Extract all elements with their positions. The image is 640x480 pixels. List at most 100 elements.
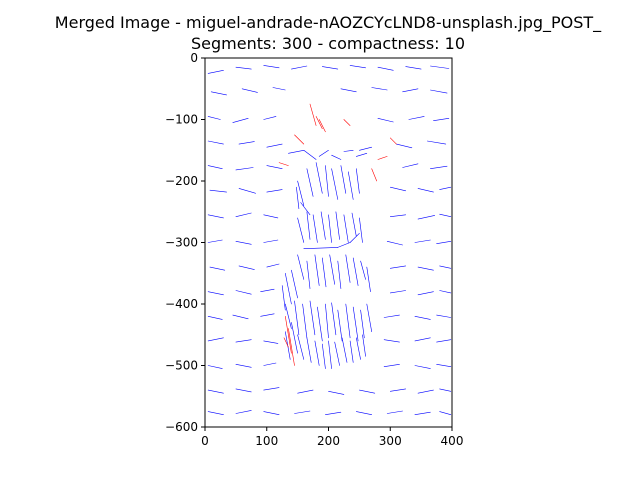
series-0-segment-62 (417, 291, 434, 296)
chart-title-line-2: Segments: 300 - compactness: 10 (191, 34, 465, 53)
series-0-segment-118 (320, 211, 326, 240)
series-0-segment-103 (343, 150, 354, 152)
series-0-segment-69 (436, 314, 452, 318)
series-0-segment-143 (309, 300, 316, 336)
series-0-segment-142 (302, 303, 308, 339)
y-axis: 0 −100 −200 −300 −400 −500 −600 (165, 51, 205, 434)
series-0-segment-48 (263, 239, 279, 243)
series-0-segment-121 (343, 214, 349, 243)
series-1-segment-11 (389, 137, 397, 145)
series-0-segment-32 (402, 163, 419, 168)
series-0-segment-1 (235, 66, 252, 70)
series-0-segment-136 (366, 266, 371, 293)
series-0-segment-39 (439, 186, 452, 190)
series-0-segment-27 (396, 143, 413, 149)
series-0-segment-41 (235, 212, 252, 217)
series-0-segment-146 (331, 302, 337, 336)
series-0-segment-9 (210, 91, 227, 96)
series-0-segment-133 (345, 254, 351, 283)
series-0-segment-109 (340, 165, 347, 194)
series-0-segment-3 (291, 65, 308, 70)
series-0-segment-47 (235, 241, 252, 245)
series-0-segment-31 (266, 165, 283, 169)
series-0-segment-35 (238, 188, 256, 194)
series-0-segment-51 (436, 241, 452, 244)
series-0-segment-18 (263, 116, 277, 120)
x-tick-label-1: 100 (255, 434, 278, 448)
series-0-segment-45 (439, 213, 452, 217)
series-1-segment-1 (315, 116, 323, 129)
series-0-segment-13 (371, 87, 388, 91)
series-0-segment-64 (207, 315, 223, 320)
series-0-segment-7 (405, 66, 422, 70)
x-tick-label-4: 400 (441, 434, 464, 448)
series-0-segment-5 (349, 65, 366, 69)
y-tick-label-6: −600 (165, 420, 198, 434)
series-0-segment-149 (352, 306, 359, 342)
series-0-segment-119 (328, 214, 332, 243)
series-0-segment-78 (263, 362, 277, 366)
series-0-segment-20 (408, 116, 425, 120)
series-0-segment-123 (359, 217, 363, 243)
series-0-segment-55 (389, 265, 407, 269)
series-0-segment-106 (315, 162, 323, 194)
series-0-segment-24 (266, 143, 283, 148)
series-0-segment-98 (414, 411, 431, 416)
series-0-segment-63 (439, 290, 452, 294)
series-0-segment-84 (263, 387, 280, 391)
x-tick-label-3: 300 (379, 434, 402, 448)
series-0-segment-132 (337, 260, 342, 289)
series-0-segment-61 (389, 290, 407, 294)
series-1-segment-2 (318, 119, 326, 133)
series-0-segment-141 (294, 300, 300, 336)
series-0-segment-112 (297, 180, 305, 206)
series-0-segment-82 (207, 389, 224, 394)
series-0-segment-83 (235, 388, 252, 393)
series-0-segment-130 (321, 257, 327, 288)
chart-marks (207, 65, 452, 416)
series-0-segment-71 (235, 339, 252, 343)
series-0-segment-2 (263, 65, 280, 69)
series-0-segment-105 (306, 168, 314, 197)
y-tick-label-1: −100 (165, 113, 198, 127)
series-0-segment-50 (414, 239, 431, 243)
series-0-segment-150 (360, 309, 365, 339)
x-tick-label-2: 200 (317, 434, 340, 448)
series-0-segment-147 (337, 309, 343, 342)
series-0-segment-115 (297, 217, 305, 243)
x-tick-label-0: 0 (201, 434, 209, 448)
series-0-segment-4 (321, 66, 339, 70)
series-0-segment-139 (281, 285, 286, 311)
series-0-segment-116 (306, 211, 311, 240)
series-0-segment-137 (284, 272, 292, 305)
series-0-segment-140 (284, 303, 292, 329)
series-1-segment-7 (278, 162, 289, 166)
series-0-segment-0 (207, 70, 224, 74)
chart-title-line-1: Merged Image - miguel-andrade-nAOZCYcLND… (54, 13, 602, 32)
series-0-segment-85 (297, 389, 314, 394)
series-0-segment-114 (296, 186, 300, 209)
series-0-segment-155 (321, 343, 326, 369)
y-tick-label-4: −400 (165, 297, 198, 311)
series-0-segment-138 (291, 269, 298, 299)
series-0-segment-92 (235, 410, 252, 414)
series-0-segment-58 (207, 291, 224, 296)
series-0-segment-93 (263, 411, 280, 416)
series-0-segment-49 (386, 241, 403, 246)
series-0-segment-66 (260, 313, 275, 317)
series-0-segment-88 (389, 388, 407, 392)
series-0-segment-111 (355, 168, 360, 194)
series-1-segment-3 (294, 134, 305, 145)
series-1-segment-9 (288, 328, 295, 366)
series-0-segment-16 (207, 116, 221, 120)
series-0-segment-122 (351, 212, 357, 237)
series-0-segment-67 (383, 314, 400, 318)
series-0-segment-46 (207, 239, 223, 243)
series-0-segment-33 (430, 165, 448, 169)
series-0-segment-22 (207, 140, 224, 145)
series-0-segment-129 (314, 254, 320, 286)
series-0-segment-159 (349, 340, 354, 363)
series-0-segment-15 (430, 89, 448, 94)
series-0-segment-30 (235, 167, 254, 171)
